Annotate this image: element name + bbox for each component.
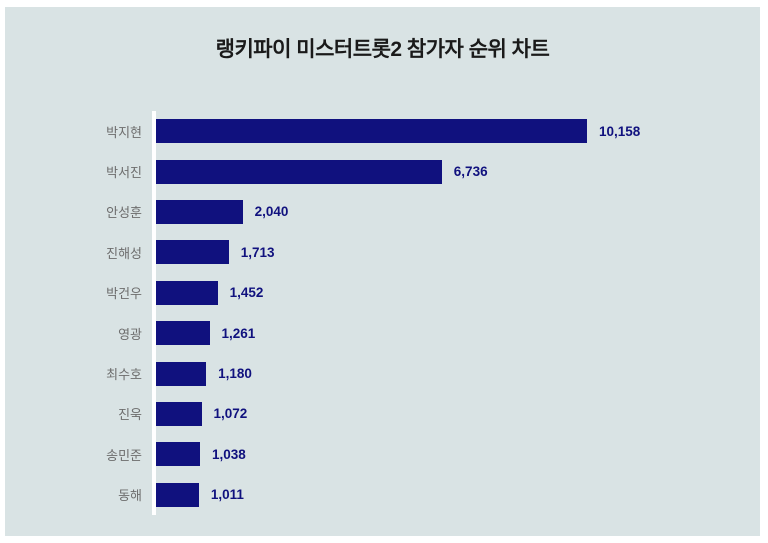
category-label: 송민준 [106,447,142,463]
category-label: 최수호 [106,367,142,383]
value-label: 1,180 [218,366,252,382]
bar-row: 박지현 10,158 [106,111,760,151]
value-label: 2,040 [254,204,289,220]
value-label: 1,452 [229,285,264,301]
category-label: 영광 [118,326,142,342]
bar [156,159,442,184]
value-label: 1,261 [221,325,256,341]
bar-row: 진해성 1,713 [106,232,760,272]
bar [156,321,210,346]
bar [156,199,243,224]
value-label: 1,072 [213,406,248,422]
value-label: 1,713 [240,244,275,260]
bar [156,401,202,426]
bar-row: 박건우 1,452 [106,273,760,313]
bar [156,280,218,305]
bar-row: 안성훈 2,040 [106,192,760,232]
bar [156,119,587,144]
category-label: 박지현 [106,124,142,140]
bar [156,240,229,265]
category-label: 박건우 [106,286,142,302]
category-label: 안성훈 [106,205,142,221]
bar-row: 진욱 1,072 [118,394,760,434]
value-label: 6,736 [453,164,488,180]
value-label: 1,038 [212,446,246,462]
category-label: 동해 [118,488,142,504]
chart-panel: 랭키파이 미스터트롯2 참가자 순위 차트 박지현 10,158 박서진 6,736 안… [5,7,760,536]
category-label: 박서진 [106,165,142,181]
bar-row: 박서진 6,736 [106,151,760,191]
value-label: 10,158 [599,123,641,139]
bar-row: 영광 1,261 [118,313,760,353]
bar-chart: 박지현 10,158 박서진 6,736 안성훈 2,040 진해성 1,713 박건우 1,45… [5,111,760,515]
category-label: 진해성 [106,245,142,261]
bar [156,361,207,386]
bar-rows: 박지현 10,158 박서진 6,736 안성훈 2,040 진해성 1,713 박건우 1,45… [106,111,760,515]
category-label: 진욱 [118,407,142,423]
value-label: 1,011 [210,487,244,503]
bar-row: 송민준 1,038 [106,434,760,474]
bar [156,482,199,507]
chart-title: 랭키파이 미스터트롯2 참가자 순위 차트 [215,38,550,61]
bar [156,442,200,467]
bar-row: 동해 1,011 [118,475,760,515]
bar-row: 최수호 1,180 [106,353,760,393]
